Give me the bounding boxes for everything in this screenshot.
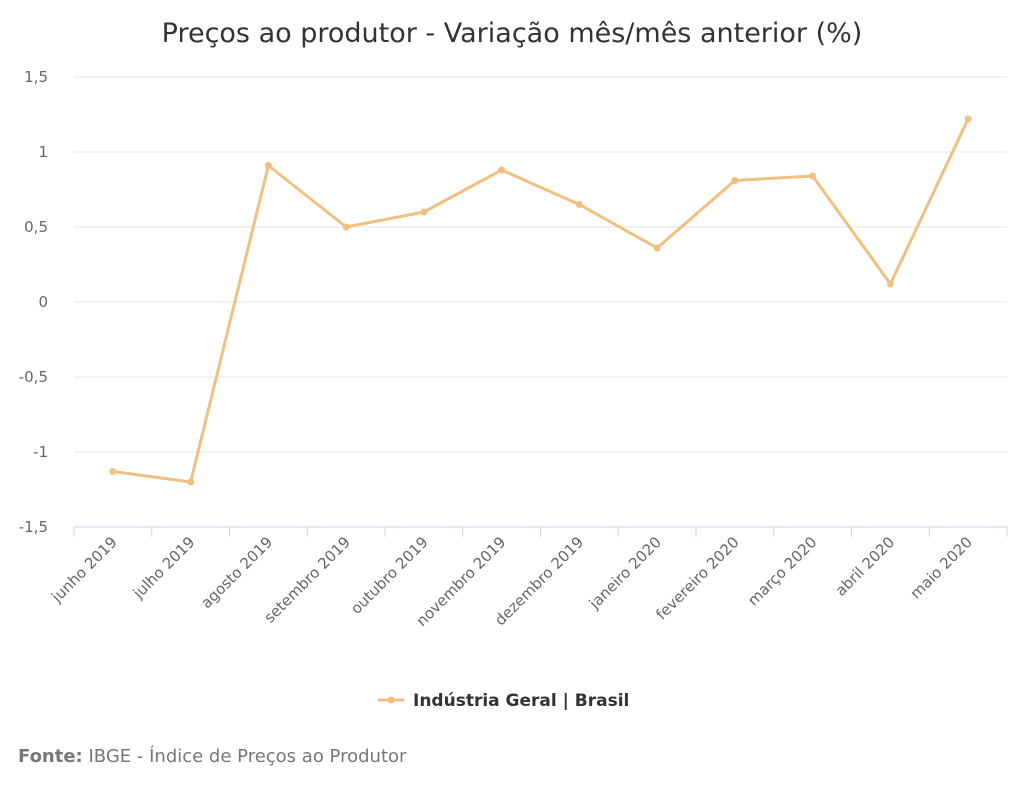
y-tick-label: 1	[38, 143, 48, 161]
source-note: Fonte: IBGE - Índice de Preços ao Produt…	[18, 746, 406, 767]
x-tick-label: maio 2020	[907, 533, 976, 602]
legend-point-marker	[387, 696, 395, 704]
x-tick-label: julho 2019	[129, 533, 199, 603]
gridlines	[74, 76, 1007, 453]
data-point	[109, 468, 117, 475]
legend[interactable]: Indústria Geral | Brasil	[378, 691, 629, 711]
y-tick-label: 1,5	[24, 68, 48, 86]
x-tick-label: janeiro 2020	[585, 533, 665, 613]
data-point	[420, 208, 428, 216]
series-points	[109, 115, 972, 486]
source-text: IBGE - Índice de Preços ao Produtor	[88, 746, 407, 767]
data-point	[264, 162, 272, 169]
data-point	[964, 115, 972, 123]
data-point	[731, 177, 739, 184]
x-tick-label: março 2020	[744, 533, 820, 609]
y-tick-label: -0,5	[19, 368, 48, 386]
y-axis: -1,5 -1 -0,5 0 0,5 1 1,5	[19, 68, 48, 536]
data-point	[653, 244, 661, 252]
data-point	[575, 201, 583, 208]
x-tick-label: fevereiro 2020	[652, 533, 742, 623]
data-point	[498, 166, 506, 174]
data-point	[187, 478, 195, 486]
data-point	[809, 172, 817, 180]
y-tick-label: -1	[33, 443, 48, 461]
y-tick-label: 0	[38, 293, 48, 311]
data-point	[342, 223, 350, 231]
data-point	[886, 280, 894, 288]
x-tick-label: outubro 2019	[347, 533, 432, 618]
y-tick-label: -1,5	[19, 518, 48, 536]
x-tick-label: abril 2020	[832, 533, 899, 600]
x-tick-label: junho 2019	[47, 533, 120, 606]
legend-label: Indústria Geral | Brasil	[413, 691, 629, 711]
source-label: Fonte:	[18, 746, 83, 767]
y-tick-label: 0,5	[24, 218, 48, 236]
chart-title: Preços ao produtor - Variação mês/mês an…	[162, 18, 863, 49]
x-tick-label: agosto 2019	[197, 533, 276, 612]
series-line-industria-geral	[111, 117, 970, 484]
